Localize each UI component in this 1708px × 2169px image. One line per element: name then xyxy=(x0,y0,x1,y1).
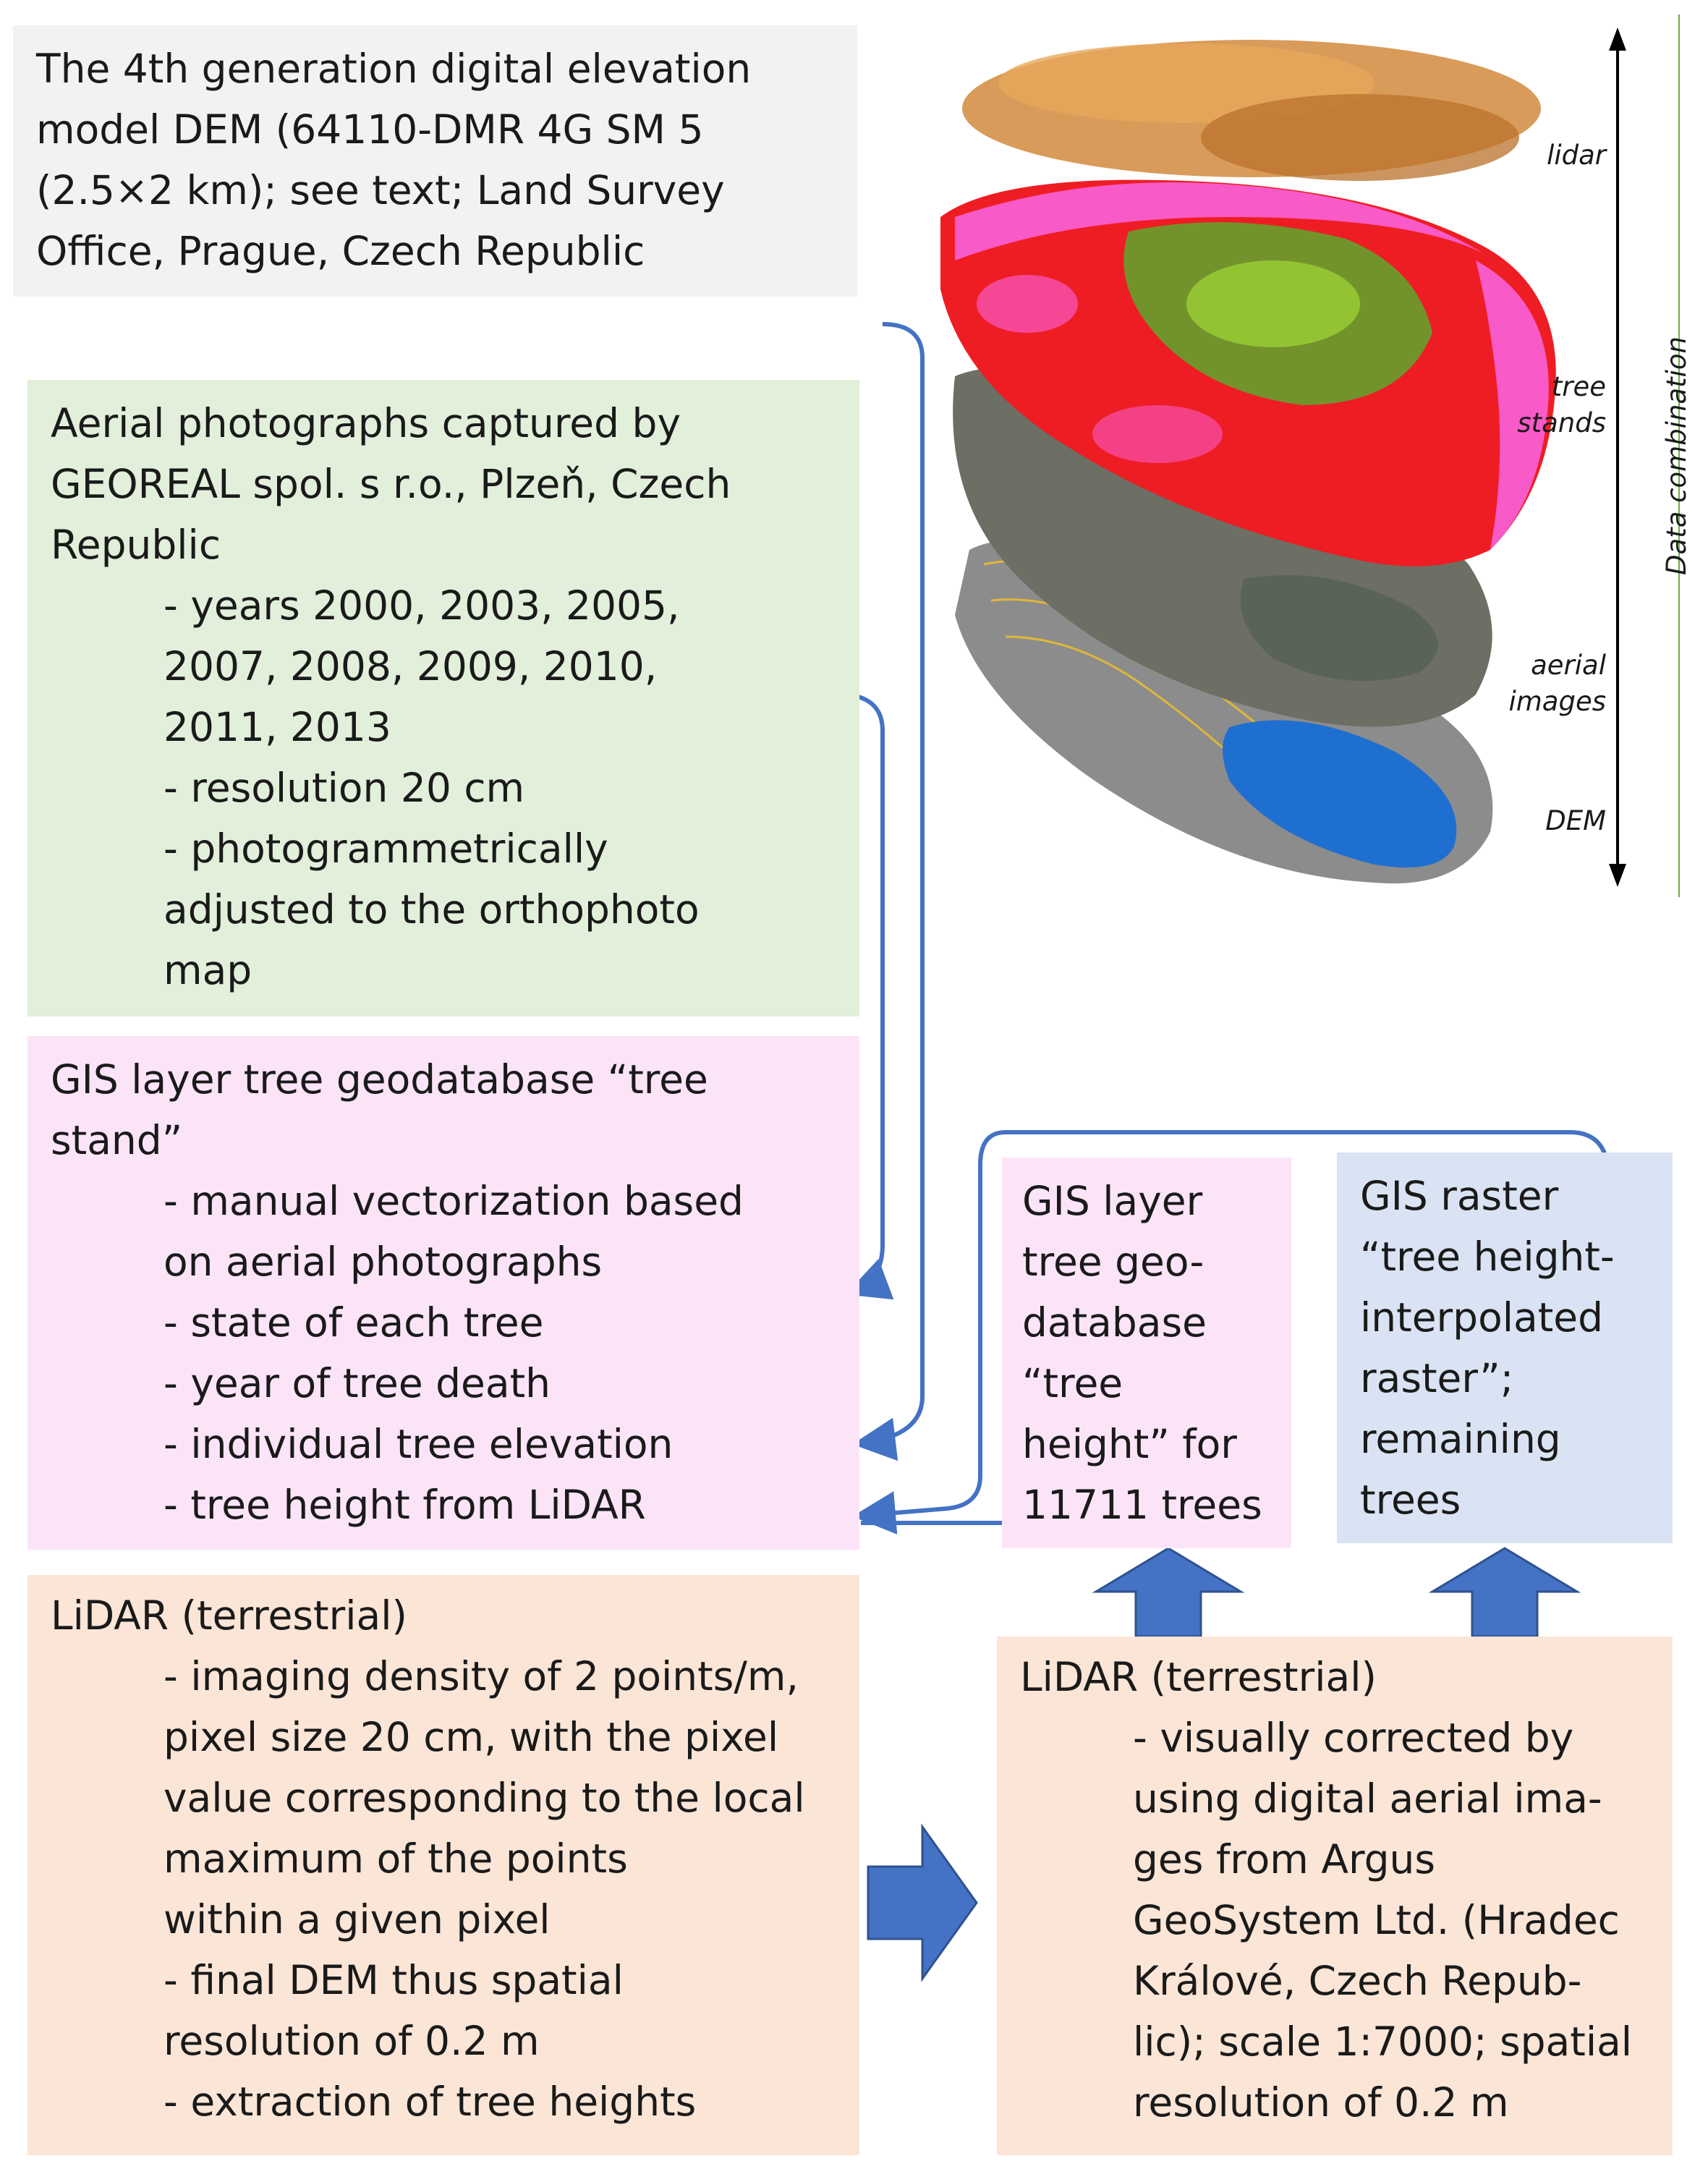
gis-stand-bullet-line: - individual tree elevation xyxy=(163,1421,674,1467)
layer-label-text: aerial xyxy=(1531,650,1606,681)
block-arrow-up-right xyxy=(1428,1547,1581,1638)
gis-tree-stand-box: GIS layer tree geodatabase “tree stand” … xyxy=(27,1036,859,1550)
gis-height-line: “tree xyxy=(1022,1360,1123,1406)
data-combination-label: Data combination xyxy=(1661,336,1692,575)
lidar-terrestrial-right-box: LiDAR (terrestrial) - visually corrected… xyxy=(997,1637,1673,2155)
gis-height-line: tree geo- xyxy=(1022,1239,1204,1285)
aerial-bullet-line: - resolution 20 cm xyxy=(163,765,525,811)
aerial-title-line: Republic xyxy=(51,522,221,568)
aerial-bullet-line: 2011, 2013 xyxy=(163,704,391,750)
gis-height-line: height” for xyxy=(1022,1421,1237,1467)
lidar-right-bullet-line: - visually corrected by xyxy=(1133,1715,1574,1761)
lidar-terrestrial-left-box: LiDAR (terrestrial) - imaging density of… xyxy=(27,1575,859,2155)
block-arrow-right xyxy=(867,1823,978,1982)
dem-line: The 4th generation digital elevation xyxy=(36,46,752,92)
aerial-bullet-line: map xyxy=(163,947,252,993)
gis-raster-line: “tree height- xyxy=(1360,1234,1615,1280)
dem-line: (2.5×2 km); see text; Land Survey xyxy=(36,167,725,213)
layer-label-text: lidar xyxy=(1547,140,1606,171)
layer-label-tree-stands: tree stands xyxy=(1505,369,1606,441)
dem-line: model DEM (64110-DMR 4G SM 5 xyxy=(36,106,704,153)
gis-stand-bullet-line: - year of tree death xyxy=(163,1360,551,1406)
gis-raster-box: GIS raster “tree height- interpolated ra… xyxy=(1337,1153,1673,1543)
layer-label-text: tree xyxy=(1551,371,1606,402)
gis-stand-bullet-line: - manual vectorization based xyxy=(163,1178,744,1224)
lidar-right-bullet-line: lic); scale 1:7000; spatial xyxy=(1133,2019,1633,2065)
aerial-bullet-line: - photogrammetrically xyxy=(163,825,608,872)
lidar-left-title: LiDAR (terrestrial) xyxy=(51,1592,407,1639)
dem-source-box: The 4th generation digital elevation mod… xyxy=(13,25,857,297)
gis-stand-bullet-line: on aerial photographs xyxy=(163,1239,603,1285)
connector-raster-to-height xyxy=(852,1130,1608,1535)
lidar-right-bullet-line: ges from Argus xyxy=(1133,1836,1436,1883)
aerial-title-line: Aerial photographs captured by xyxy=(51,400,681,446)
layer-label-text: stands xyxy=(1517,407,1606,438)
aerial-photographs-box: Aerial photographs captured by GEOREAL s… xyxy=(27,380,859,1016)
dem-line: Office, Prague, Czech Republic xyxy=(36,228,645,274)
lidar-left-bullet-line: within a given pixel xyxy=(163,1896,551,1943)
lidar-point-cloud xyxy=(962,40,1541,181)
lidar-right-bullet-line: GeoSystem Ltd. (Hradec xyxy=(1133,1897,1620,1943)
gis-stand-bullet-line: - tree height from LiDAR xyxy=(163,1482,646,1528)
lidar-right-bullet-line: using digital aerial ima- xyxy=(1133,1775,1602,1822)
aerial-title-line: GEOREAL spol. s r.o., Plzeň, Czech xyxy=(51,461,731,507)
gis-tree-height-box: GIS layer tree geo- database “tree heigh… xyxy=(1002,1158,1291,1548)
aerial-bullet-line: 2007, 2008, 2009, 2010, xyxy=(163,643,658,689)
block-arrow-up-left xyxy=(1092,1547,1245,1638)
lidar-left-bullet-line: pixel size 20 cm, with the pixel xyxy=(163,1714,779,1760)
gis-stand-title-line: GIS layer tree geodatabase “tree xyxy=(51,1056,708,1103)
gis-raster-line: trees xyxy=(1360,1477,1461,1523)
gis-height-line: 11711 trees xyxy=(1022,1482,1262,1528)
gis-stand-title-line: stand” xyxy=(51,1117,183,1163)
lidar-left-bullet-line: value corresponding to the local xyxy=(163,1775,805,1821)
lidar-left-bullet-line: - extraction of tree heights xyxy=(163,2079,697,2125)
lidar-right-bullet-line: Králové, Czech Repub- xyxy=(1133,1958,1582,2004)
layer-label-dem: DEM xyxy=(1505,803,1606,839)
lidar-left-bullet-line: maximum of the points xyxy=(163,1835,628,1882)
connector-aerial-to-vectorization xyxy=(845,692,894,1300)
lidar-right-bullet-line: resolution of 0.2 m xyxy=(1133,2079,1509,2126)
lidar-right-title: LiDAR (terrestrial) xyxy=(1020,1654,1377,1700)
aerial-bullet-line: adjusted to the orthophoto xyxy=(163,886,700,933)
connector-dem-to-elevation xyxy=(852,322,925,1461)
aerial-lake xyxy=(1241,575,1438,682)
lidar-left-bullet-line: resolution of 0.2 m xyxy=(163,2018,540,2064)
gis-raster-line: raster”; xyxy=(1360,1355,1514,1401)
layered-terrain-figure xyxy=(940,40,1556,884)
layer-label-lidar: lidar xyxy=(1505,137,1606,174)
gis-stand-bullet-line: - state of each tree xyxy=(163,1299,544,1346)
gis-height-line: GIS layer xyxy=(1022,1178,1203,1224)
lidar-left-bullet-line: - final DEM thus spatial xyxy=(163,1957,624,2003)
gis-raster-line: GIS raster xyxy=(1360,1173,1559,1219)
gis-raster-line: remaining xyxy=(1360,1416,1561,1462)
aerial-bullet-line: - years 2000, 2003, 2005, xyxy=(163,582,680,629)
gis-raster-line: interpolated xyxy=(1360,1294,1604,1341)
layer-label-aerial-images: aerial images xyxy=(1505,648,1606,720)
lidar-left-bullet-line: - imaging density of 2 points/m, xyxy=(163,1653,799,1699)
dem-lake xyxy=(1223,720,1457,868)
gis-height-line: database xyxy=(1022,1299,1207,1346)
layer-label-text: DEM xyxy=(1545,805,1606,836)
layer-label-text: images xyxy=(1508,686,1606,717)
